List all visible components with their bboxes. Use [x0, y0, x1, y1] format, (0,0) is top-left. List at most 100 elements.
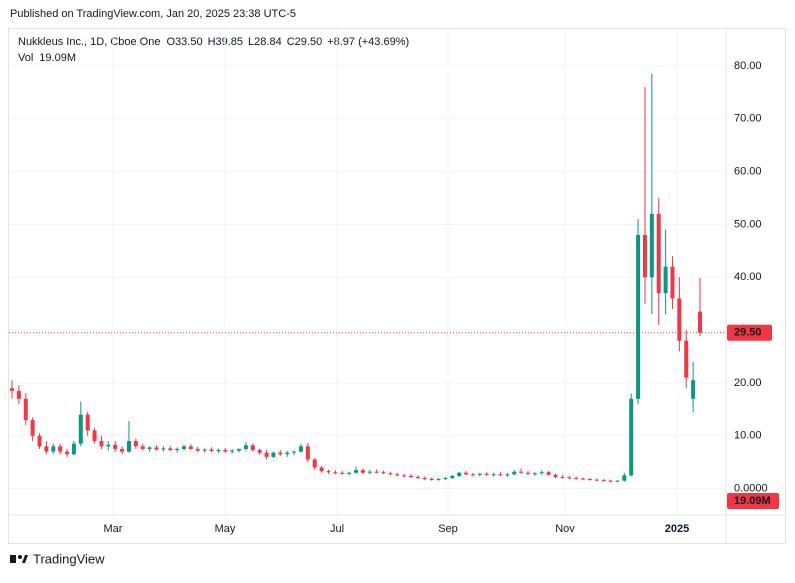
x-tick-label: Nov	[555, 523, 575, 535]
candle-body	[491, 474, 496, 476]
candle-body	[512, 471, 517, 475]
candle-body	[250, 445, 255, 451]
candle-body	[594, 479, 599, 481]
candle-body	[649, 213, 654, 278]
candle-body	[663, 266, 668, 294]
candle-body	[677, 298, 682, 341]
candle-body	[670, 266, 675, 299]
volume-value: 19.09M	[39, 52, 76, 64]
candle-body	[154, 447, 159, 450]
ohlc-value: 29.50	[295, 36, 323, 48]
ohlc-key: O	[166, 36, 175, 48]
candle-body	[285, 452, 290, 455]
candle-body	[223, 450, 228, 452]
candle-body	[450, 475, 455, 479]
candle-body	[636, 235, 641, 399]
candle-body	[319, 467, 324, 472]
candle-body	[367, 471, 372, 473]
candle-body	[113, 444, 118, 449]
candle-body	[298, 446, 303, 452]
symbol: Nukkleus Inc., 1D, Cboe One	[18, 36, 160, 48]
ohlc-key: H	[208, 36, 216, 48]
candle-body	[216, 450, 221, 452]
x-tick-label: Jul	[330, 523, 344, 535]
candle-body	[182, 446, 186, 449]
candle-body	[71, 443, 76, 455]
candle-body	[58, 446, 63, 452]
candle-body	[381, 472, 386, 474]
candle-body	[546, 472, 551, 475]
candle-body	[395, 474, 400, 476]
candle-body	[326, 471, 331, 473]
candle-body	[333, 472, 338, 474]
candle-body	[257, 450, 262, 453]
candle-body	[484, 473, 489, 475]
volume-tag-label: 19.09M	[734, 495, 771, 507]
candle-body	[629, 398, 634, 476]
candle-body	[642, 235, 647, 278]
ohlc-key: L	[248, 36, 254, 48]
x-tick-label: May	[215, 523, 236, 535]
candle-body	[202, 449, 207, 451]
ohlc-value: 33.50	[175, 36, 203, 48]
candle-body	[388, 473, 393, 475]
logo: TradingView	[10, 551, 105, 566]
y-tick-label: 0.0000	[734, 482, 768, 494]
candle-body	[587, 479, 592, 481]
y-tick-label: 70.00	[734, 113, 762, 125]
candle-body	[106, 444, 111, 447]
candle-body	[175, 448, 180, 451]
candle-body	[567, 477, 572, 479]
candle-body	[78, 414, 83, 444]
candle-body	[16, 390, 21, 399]
candle-body	[264, 452, 269, 457]
candle-body	[601, 480, 606, 482]
candle-body	[126, 441, 131, 452]
candle-body	[498, 474, 503, 476]
candle-body	[161, 448, 166, 450]
candle-body	[37, 435, 42, 447]
frame	[8, 28, 786, 544]
candle-body	[415, 476, 420, 479]
candle-body	[168, 448, 173, 451]
price-tag	[727, 324, 772, 341]
candle-body	[354, 470, 358, 473]
brand: TradingView	[33, 551, 105, 566]
candle-body	[85, 414, 90, 431]
candle-body	[10, 388, 14, 391]
candle-body	[347, 472, 352, 474]
candle-body	[526, 472, 530, 474]
candle-body	[615, 480, 620, 482]
candle-body	[140, 446, 145, 449]
published: Published on TradingView.com, Jan 20, 20…	[10, 8, 296, 20]
candle-body	[340, 472, 345, 474]
candle-body	[422, 478, 427, 480]
candle-body	[532, 473, 537, 475]
ohlc-key: C	[287, 36, 295, 48]
candle-body	[209, 449, 214, 452]
candle-body	[698, 311, 702, 333]
candle-body	[477, 473, 482, 475]
candle-body	[44, 446, 49, 452]
volume-key: Vol	[18, 52, 33, 64]
candle-body	[553, 474, 558, 477]
candle-body	[51, 446, 56, 452]
candle-body	[691, 380, 696, 399]
ohlc-value: 28.84	[254, 36, 282, 48]
candle-body	[457, 472, 462, 476]
candle-body	[581, 478, 586, 480]
x-tick-label: Mar	[104, 523, 123, 535]
candle-body	[360, 470, 365, 473]
candle-body	[464, 472, 469, 475]
candle-body	[684, 340, 689, 378]
candle-body	[539, 472, 544, 474]
price-tag-label: 29.50	[734, 327, 762, 339]
candle-body	[608, 480, 613, 482]
candle-body	[305, 446, 310, 460]
candle-body	[374, 471, 379, 473]
candle-body	[230, 450, 235, 452]
y-tick-label: 50.00	[734, 218, 762, 230]
candle-body	[519, 471, 524, 473]
